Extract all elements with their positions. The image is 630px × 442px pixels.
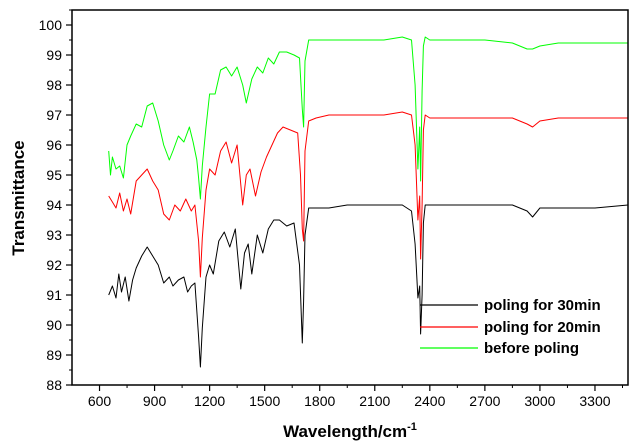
x-tick-label: 1200: [194, 393, 225, 409]
x-tick-label: 2400: [414, 393, 445, 409]
plot-frame: [71, 9, 629, 386]
y-tick-label: 88: [46, 377, 62, 393]
x-tick-label: 1500: [249, 393, 280, 409]
y-tick-label: 99: [46, 47, 62, 63]
y-axis-title: Transmittance: [9, 140, 28, 255]
x-tick-label: 1800: [304, 393, 335, 409]
y-tick-label: 89: [46, 347, 62, 363]
series-line-poling-for-30min: [108, 204, 629, 368]
y-tick-label: 98: [46, 77, 62, 93]
y-tick-label: 91: [46, 287, 62, 303]
legend-label-poling-20min: poling for 20min: [484, 319, 601, 336]
y-tick-label: 90: [46, 317, 62, 333]
series-line-poling-for-20min: [108, 111, 628, 278]
x-tick-label: 3300: [579, 393, 610, 409]
x-tick-label: 600: [88, 393, 112, 409]
x-tick-label: 2700: [469, 393, 500, 409]
legend: poling for 30min poling for 20min before…: [420, 297, 601, 357]
y-tick-label: 96: [46, 137, 62, 153]
x-axis-title-superscript: -1: [407, 421, 417, 433]
series-line-before-poling: [108, 36, 628, 200]
y-tick-label: 95: [46, 167, 62, 183]
x-tick-label: 900: [143, 393, 167, 409]
y-tick-label: 97: [46, 107, 62, 123]
y-tick-label: 94: [46, 197, 62, 213]
y-tick-label: 100: [39, 17, 63, 33]
y-tick-label: 93: [46, 227, 62, 243]
x-axis-title-text: Wavelength/cm: [283, 422, 407, 441]
y-tick-label: 92: [46, 257, 62, 273]
labels-layer: 600 900 1200 1500 1800 2100 2400 2700 3000 3300 88…: [39, 17, 611, 409]
legend-label-poling-30min: poling for 30min: [484, 297, 601, 314]
x-tick-label: 3000: [524, 393, 555, 409]
x-tick-label: 2100: [359, 393, 390, 409]
legend-label-before-poling: before poling: [484, 340, 579, 357]
series-layer: [108, 36, 629, 368]
x-axis-title: Wavelength/cm-1: [283, 421, 417, 441]
